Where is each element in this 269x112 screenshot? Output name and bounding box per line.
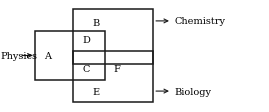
Bar	[73, 10, 153, 65]
Text: C: C	[83, 65, 90, 74]
Text: B: B	[92, 18, 99, 27]
Bar	[36, 32, 105, 80]
Text: E: E	[92, 87, 99, 96]
Text: Biology: Biology	[156, 87, 212, 96]
Text: F: F	[114, 65, 121, 74]
Text: D: D	[82, 36, 90, 45]
Text: Chemistry: Chemistry	[156, 17, 226, 26]
Text: Physics: Physics	[1, 52, 38, 60]
Text: A: A	[44, 52, 51, 60]
Bar	[73, 52, 153, 102]
